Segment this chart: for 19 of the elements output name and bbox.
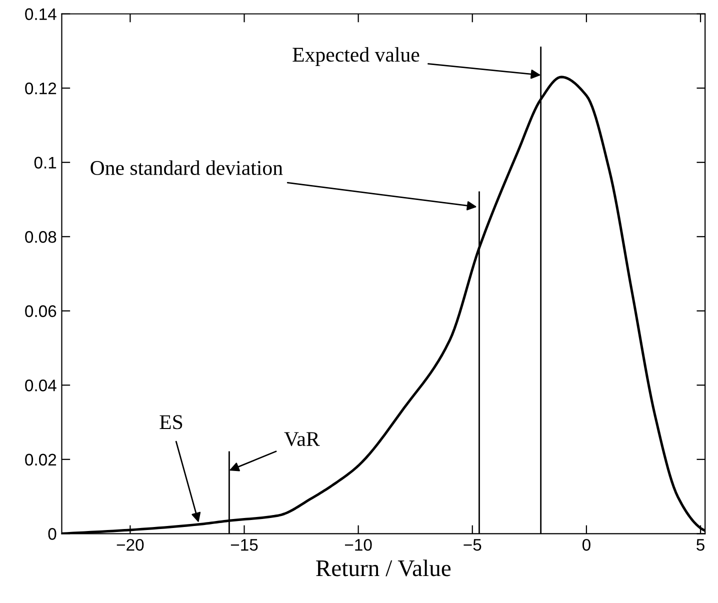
annotation: ES: [160, 415, 182, 430]
x-tick-label: −20: [116, 538, 144, 551]
y-tick-label: 0.08: [25, 231, 56, 243]
y-tick-label: 0.1: [34, 156, 56, 169]
annotation: VaR: [284, 432, 320, 446]
x-tick-label: −5: [464, 539, 482, 551]
y-tick-label: 0: [48, 528, 56, 540]
y-tick-label: 0.02: [25, 454, 56, 466]
annotation: Expected value: [292, 47, 420, 66]
x-tick-label: 5: [696, 539, 704, 551]
x-axis-title: Return / Value: [316, 560, 451, 576]
annotation: One standard deviation: [90, 160, 283, 176]
y-tick-label: 0.14: [25, 8, 56, 20]
x-tick-label: −10: [345, 538, 372, 551]
x-tick-label: −15: [230, 539, 258, 551]
y-tick-label: 0.06: [25, 305, 56, 318]
x-tick-label: 0: [582, 538, 590, 551]
y-tick-label: 0.04: [25, 380, 56, 392]
y-tick-label: 0.12: [25, 82, 56, 94]
